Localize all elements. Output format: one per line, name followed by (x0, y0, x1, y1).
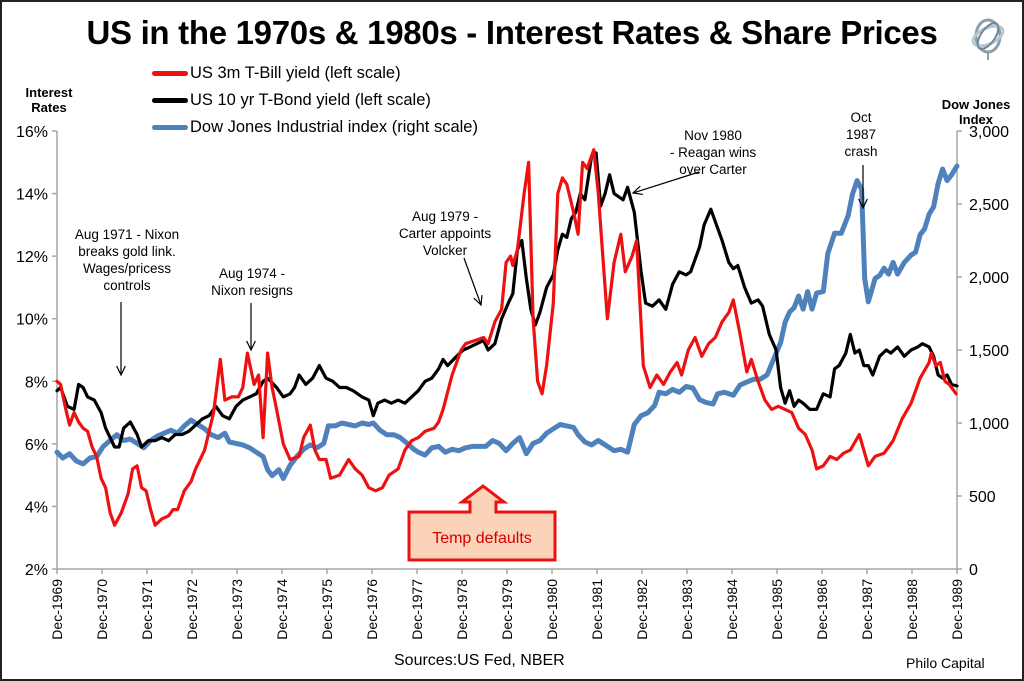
annotation-text-line: breaks gold link. (78, 244, 176, 259)
right-axis-title: Dow Jones Index (928, 97, 1024, 127)
legend-swatch-tbond (152, 97, 188, 103)
right-axis-tick-label: 500 (969, 489, 996, 506)
annotation-arrow-volcker (463, 257, 482, 306)
x-axis-tick-label: Dec-1989 (949, 579, 965, 640)
annotation-text-line: - Reagan wins (670, 145, 757, 160)
right-axis-tick-label: 2,000 (969, 270, 1009, 287)
left-axis-tick-label: 14% (16, 187, 48, 204)
credit-note: Philo Capital (906, 655, 985, 671)
chart-title: US in the 1970s & 1980s - Interest Rates… (86, 14, 938, 51)
left-axis-tick-label: 4% (25, 499, 48, 516)
series-line-dow (54, 163, 960, 481)
x-axis-tick-label: Dec-1980 (544, 579, 560, 640)
legend-label-dow: Dow Jones Industrial index (right scale) (190, 117, 478, 136)
x-axis-tick-label: Dec-1976 (364, 579, 380, 640)
legend-item-tbill: US 3m T-Bill yield (left scale) (152, 62, 401, 84)
annotation-text-line: Carter appoints (399, 226, 492, 241)
annotation-nixon-gold: Aug 1971 - Nixon breaks gold link. Wages/p… (75, 227, 179, 293)
annotation-nixon-resigns: Aug 1974 - Nixon resigns (211, 266, 293, 298)
x-axis-tick-label: Dec-1971 (139, 579, 155, 640)
axes: 2% 4% 6% 8% 10% 12% 14% 16% 0 500 1,000 1,500 2,000 2… (16, 124, 1009, 640)
right-axis-tick-label: 0 (969, 562, 978, 579)
temp-defaults-label: Temp defaults (432, 530, 532, 547)
x-axis-tick-label: Dec-1979 (499, 579, 515, 640)
series-line-tbond (55, 151, 959, 449)
x-axis-tick-label: Dec-1988 (904, 579, 920, 640)
x-axis-tick-label: Dec-1987 (859, 579, 875, 640)
annotations-layer: Aug 1971 - Nixon breaks gold link. Wages/p… (75, 110, 878, 562)
annotation-volcker: Aug 1979 - Carter appoints Volcker (399, 209, 492, 258)
annotation-text-line: controls (103, 278, 151, 293)
annotation-text-line: Aug 1971 - Nixon (75, 227, 179, 242)
x-axis-tick-label: Dec-1972 (184, 579, 200, 640)
annotation-text-line: Oct (850, 110, 871, 125)
series-line-tbill (55, 148, 958, 527)
x-axis-tick-label: Dec-1985 (769, 579, 785, 640)
x-axis-tick-label: Dec-1982 (634, 579, 650, 640)
legend-item-tbond: US 10 yr T-Bond yield (left scale) (152, 89, 431, 111)
annotation-text-line: Wages/pricess (83, 261, 171, 276)
left-axis-tick-label: 10% (16, 312, 48, 329)
annotation-arrow-nixon-resigns-head (246, 340, 256, 352)
x-axis-tick-label: Dec-1969 (49, 579, 65, 640)
x-axis-tick-label: Dec-1975 (319, 579, 335, 640)
left-axis-tick-label: 6% (25, 437, 48, 454)
x-axis-tick-label: Dec-1984 (724, 579, 740, 640)
legend-swatch-tbill (152, 70, 188, 76)
x-axis-tick-label: Dec-1974 (274, 579, 290, 640)
annotation-crash-1987: Oct 1987 crash (844, 110, 877, 159)
right-axis-tick-label: 1,500 (969, 343, 1009, 360)
x-axis-tick-label: Dec-1981 (589, 579, 605, 640)
annotation-arrow-nixon-gold-head (116, 365, 126, 377)
left-axis-tick-label: 2% (25, 562, 48, 579)
x-axis-tick-label: Dec-1973 (229, 579, 245, 640)
annotation-arrow-volcker-head (473, 294, 483, 307)
x-axis-tick-label: Dec-1978 (454, 579, 470, 640)
annotation-text-line: Aug 1979 - (412, 209, 478, 224)
series-layer (54, 148, 960, 527)
left-axis-tick-label: 16% (16, 124, 48, 141)
annotation-text-line: crash (844, 144, 877, 159)
annotation-text-line: Nixon resigns (211, 283, 293, 298)
left-axis-title-line2: Rates (31, 100, 67, 115)
annotation-text-line: Aug 1974 - (219, 266, 285, 281)
right-axis-tick-label: 2,500 (969, 197, 1009, 214)
gyroscope-logo-icon (971, 18, 1005, 60)
annotation-arrow-crash-1987-head (858, 198, 868, 210)
left-axis-title-line1: Interest (25, 85, 73, 100)
legend-label-tbond: US 10 yr T-Bond yield (left scale) (190, 90, 431, 109)
annotation-arrow-reagan (632, 171, 700, 194)
right-axis-tick-label: 1,000 (969, 416, 1009, 433)
annotation-text-line: Nov 1980 (684, 128, 742, 143)
legend-label-tbill: US 3m T-Bill yield (left scale) (190, 63, 401, 82)
x-axis-tick-label: Dec-1970 (94, 579, 110, 640)
right-axis-tick-label: 3,000 (969, 124, 1009, 141)
annotation-text-line: Volcker (423, 243, 468, 258)
right-axis-title-line2: Index (959, 112, 993, 127)
legend-swatch-dow (152, 124, 188, 130)
annotation-text-line: 1987 (846, 127, 876, 142)
legend-item-dow: Dow Jones Industrial index (right scale) (152, 116, 478, 138)
annotation-arrow-reagan-head (631, 185, 643, 196)
x-axis-tick-label: Dec-1977 (409, 579, 425, 640)
right-axis-title-line1: Dow Jones (941, 97, 1011, 112)
temp-defaults-callout (407, 484, 557, 562)
left-axis-title: Interest Rates (14, 85, 84, 115)
x-axis-tick-label: Dec-1983 (679, 579, 695, 640)
left-axis-tick-label: 12% (16, 249, 48, 266)
source-note: Sources:US Fed, NBER (394, 652, 565, 669)
x-axis-tick-label: Dec-1986 (814, 579, 830, 640)
left-axis-tick-label: 8% (25, 374, 48, 391)
